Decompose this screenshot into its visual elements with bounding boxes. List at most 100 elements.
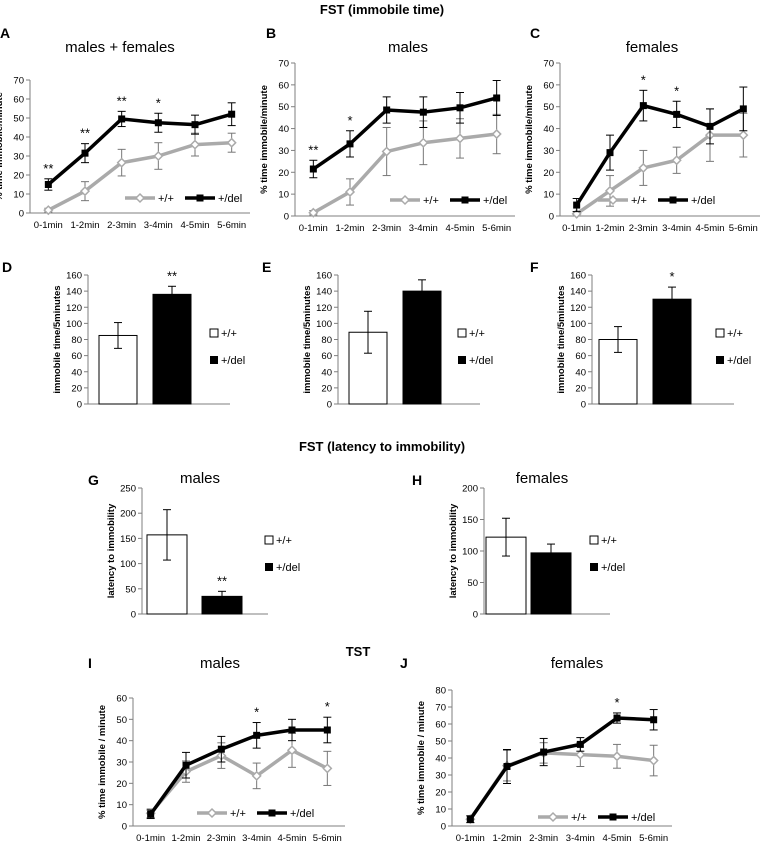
y-tick-label: 20 <box>278 168 289 179</box>
y-tick-label: 80 <box>435 686 446 697</box>
y-tick-label: 20 <box>575 383 586 394</box>
y-axis-label: % time immobile / minute <box>97 705 108 819</box>
section-title-tst: TST <box>346 644 371 659</box>
panel-letter: H <box>412 472 422 488</box>
y-tick-label: 160 <box>570 271 586 282</box>
y-tick-label: 70 <box>543 59 554 70</box>
y-tick-label: 50 <box>543 102 554 113</box>
data-point <box>346 140 354 148</box>
data-point <box>288 726 296 734</box>
y-tick-label: 10 <box>278 190 289 201</box>
data-point <box>344 186 356 198</box>
y-axis-label: latency to immobility <box>448 503 459 598</box>
y-tick-label: 40 <box>321 367 332 378</box>
y-axis-label: % time immobile/minute <box>0 92 5 201</box>
y-tick-label: 0 <box>581 400 586 411</box>
y-tick-label: 10 <box>435 805 446 816</box>
x-tick-label: 0-1min <box>34 220 63 231</box>
y-tick-label: 60 <box>71 351 82 362</box>
section-title-fst-latency: FST (latency to immobility) <box>299 439 465 454</box>
y-tick-label: 40 <box>116 736 127 747</box>
x-tick-label: 5-6min <box>217 220 246 231</box>
legend-label-wt: +/+ <box>221 328 237 340</box>
panel-letter: J <box>400 655 408 671</box>
data-point <box>182 761 190 769</box>
legend-swatch-wt <box>589 535 599 545</box>
y-tick-label: 120 <box>66 303 82 314</box>
y-tick-label: 80 <box>321 335 332 346</box>
legend-marker-wt <box>607 194 619 206</box>
y-axis-label: immobile time/5minutes <box>556 285 567 393</box>
legend-swatch-wt <box>457 328 467 338</box>
legend-swatch-del <box>716 356 724 364</box>
y-tick-label: 0 <box>549 212 554 223</box>
bar-del <box>652 298 692 405</box>
bar-del <box>201 595 243 615</box>
y-tick-label: 250 <box>120 484 136 495</box>
y-axis-label: % time immobile/minute <box>259 85 270 194</box>
x-tick-label: 0-1min <box>562 223 591 234</box>
y-tick-label: 60 <box>435 720 446 731</box>
series-line-del <box>312 96 498 171</box>
panel-title: females <box>551 655 604 672</box>
x-tick-label: 4-5min <box>602 833 631 844</box>
y-tick-label: 20 <box>116 779 127 790</box>
legend-label-wt: +/+ <box>423 195 439 207</box>
legend-label-wt: +/+ <box>276 535 292 547</box>
panel-title: males + females <box>65 39 175 56</box>
significance-mark: * <box>347 113 352 128</box>
panel-letter: F <box>530 259 539 275</box>
legend-label-wt: +/+ <box>230 808 246 820</box>
data-point <box>466 815 474 823</box>
data-point <box>606 149 614 157</box>
data-point <box>540 748 548 756</box>
x-tick-label: 2-3min <box>107 220 136 231</box>
y-tick-label: 50 <box>467 578 478 589</box>
legend-label-del: +/del <box>290 808 314 820</box>
significance-mark: * <box>614 695 619 710</box>
series-line-wt <box>47 140 232 212</box>
legend-label-del: +/del <box>727 355 751 367</box>
y-axis-label: immobile time/5minutes <box>52 285 63 393</box>
legend-label-del: +/del <box>221 355 245 367</box>
significance-mark: * <box>669 269 674 284</box>
data-point <box>217 745 225 753</box>
legend-label-wt: +/+ <box>601 535 617 547</box>
bar-del <box>530 552 572 615</box>
y-tick-label: 40 <box>435 754 446 765</box>
data-point <box>154 119 162 127</box>
y-axis-label: immobile time/5minutes <box>302 285 313 393</box>
y-tick-label: 40 <box>543 124 554 135</box>
series-line-wt <box>468 751 654 821</box>
x-tick-label: 4-5min <box>445 223 474 234</box>
y-tick-label: 20 <box>71 383 82 394</box>
series-line-del <box>47 112 233 186</box>
y-tick-label: 50 <box>125 584 136 595</box>
y-tick-label: 60 <box>321 351 332 362</box>
y-tick-label: 10 <box>543 190 554 201</box>
legend-marker-wt <box>134 192 146 204</box>
panel-letter: D <box>2 259 12 275</box>
significance-mark: ** <box>167 268 177 283</box>
y-tick-label: 140 <box>66 287 82 298</box>
data-point <box>251 770 262 781</box>
chart-panel-j: 0 10 20 30 40 50 60 70 80 J females % time immobile… <box>400 655 672 844</box>
significance-mark: ** <box>308 142 318 157</box>
data-point <box>639 102 647 110</box>
data-point <box>454 133 466 144</box>
x-tick-label: 1-2min <box>492 833 521 844</box>
y-tick-label: 70 <box>435 703 446 714</box>
data-point <box>456 104 464 112</box>
legend-swatch-del <box>210 356 218 364</box>
y-tick-label: 60 <box>543 80 554 91</box>
x-tick-label: 3-4min <box>662 223 691 234</box>
legend-swatch-del <box>590 563 598 571</box>
legend-label-wt: +/+ <box>727 328 743 340</box>
y-axis-label: % time immobile/minute <box>524 85 535 194</box>
chart-panel-h: 0 50 100 150 200 H females latency to immobilit… <box>412 470 625 621</box>
x-tick-label: 0-1min <box>456 833 485 844</box>
